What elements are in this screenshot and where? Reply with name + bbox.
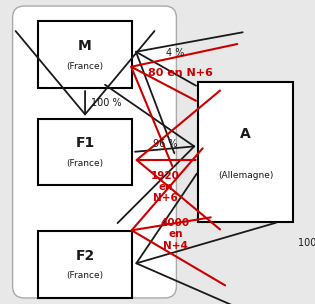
- FancyBboxPatch shape: [38, 21, 132, 88]
- Text: (Allemagne): (Allemagne): [218, 171, 273, 180]
- Text: (France): (France): [66, 271, 104, 280]
- FancyBboxPatch shape: [198, 82, 293, 222]
- Text: 80 en N+6: 80 en N+6: [148, 68, 213, 78]
- Text: 100 %: 100 %: [298, 238, 315, 248]
- Text: A: A: [240, 127, 251, 141]
- Text: F1: F1: [75, 136, 95, 150]
- FancyBboxPatch shape: [38, 119, 132, 185]
- Text: 4 %: 4 %: [166, 48, 185, 58]
- Text: 96 %: 96 %: [153, 139, 178, 149]
- Text: (France): (France): [66, 62, 104, 71]
- Text: 1920
en
N+6: 1920 en N+6: [151, 171, 180, 203]
- Text: 4000
en
N+4: 4000 en N+4: [161, 218, 190, 251]
- FancyBboxPatch shape: [13, 6, 176, 298]
- Text: (France): (France): [66, 159, 104, 168]
- Text: F2: F2: [75, 249, 95, 263]
- Text: M: M: [78, 39, 92, 53]
- FancyBboxPatch shape: [38, 231, 132, 298]
- Text: 100 %: 100 %: [91, 98, 122, 108]
